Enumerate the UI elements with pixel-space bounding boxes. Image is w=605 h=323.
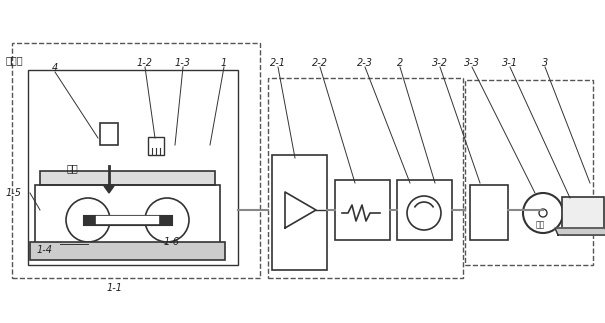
Bar	[268, 78, 463, 278]
Text: 4: 4	[52, 63, 58, 73]
Text: 1-2: 1-2	[137, 58, 153, 68]
Bar	[28, 70, 238, 265]
Bar	[30, 242, 225, 260]
Bar	[35, 185, 220, 245]
Bar	[335, 180, 390, 240]
Text: 1-3: 1-3	[175, 58, 191, 68]
Bar	[562, 197, 604, 235]
Text: 3-3: 3-3	[464, 58, 480, 68]
Bar	[397, 180, 452, 240]
Bar	[272, 155, 327, 270]
Bar	[100, 123, 118, 145]
Text: 3-1: 3-1	[502, 58, 518, 68]
Bar	[470, 185, 508, 240]
Text: 1-6: 1-6	[164, 237, 180, 247]
Text: 2-3: 2-3	[357, 58, 373, 68]
Polygon shape	[285, 192, 316, 228]
Text: 工件: 工件	[66, 163, 78, 173]
Bar	[148, 137, 164, 155]
Text: 2-1: 2-1	[270, 58, 286, 68]
Bar	[40, 171, 215, 185]
Text: 2: 2	[397, 58, 403, 68]
Text: 3-2: 3-2	[432, 58, 448, 68]
Polygon shape	[555, 228, 605, 235]
Polygon shape	[104, 186, 114, 193]
Text: 搅拌头: 搅拌头	[5, 55, 23, 65]
Text: 插入: 插入	[535, 221, 544, 230]
Text: 1-4: 1-4	[37, 245, 53, 255]
Bar	[12, 43, 260, 278]
Text: 2-2: 2-2	[312, 58, 328, 68]
Text: 1-1: 1-1	[107, 283, 123, 293]
Bar	[465, 80, 593, 265]
Text: 1-5: 1-5	[6, 188, 22, 198]
Text: 3: 3	[542, 58, 548, 68]
Text: 1: 1	[221, 58, 227, 68]
